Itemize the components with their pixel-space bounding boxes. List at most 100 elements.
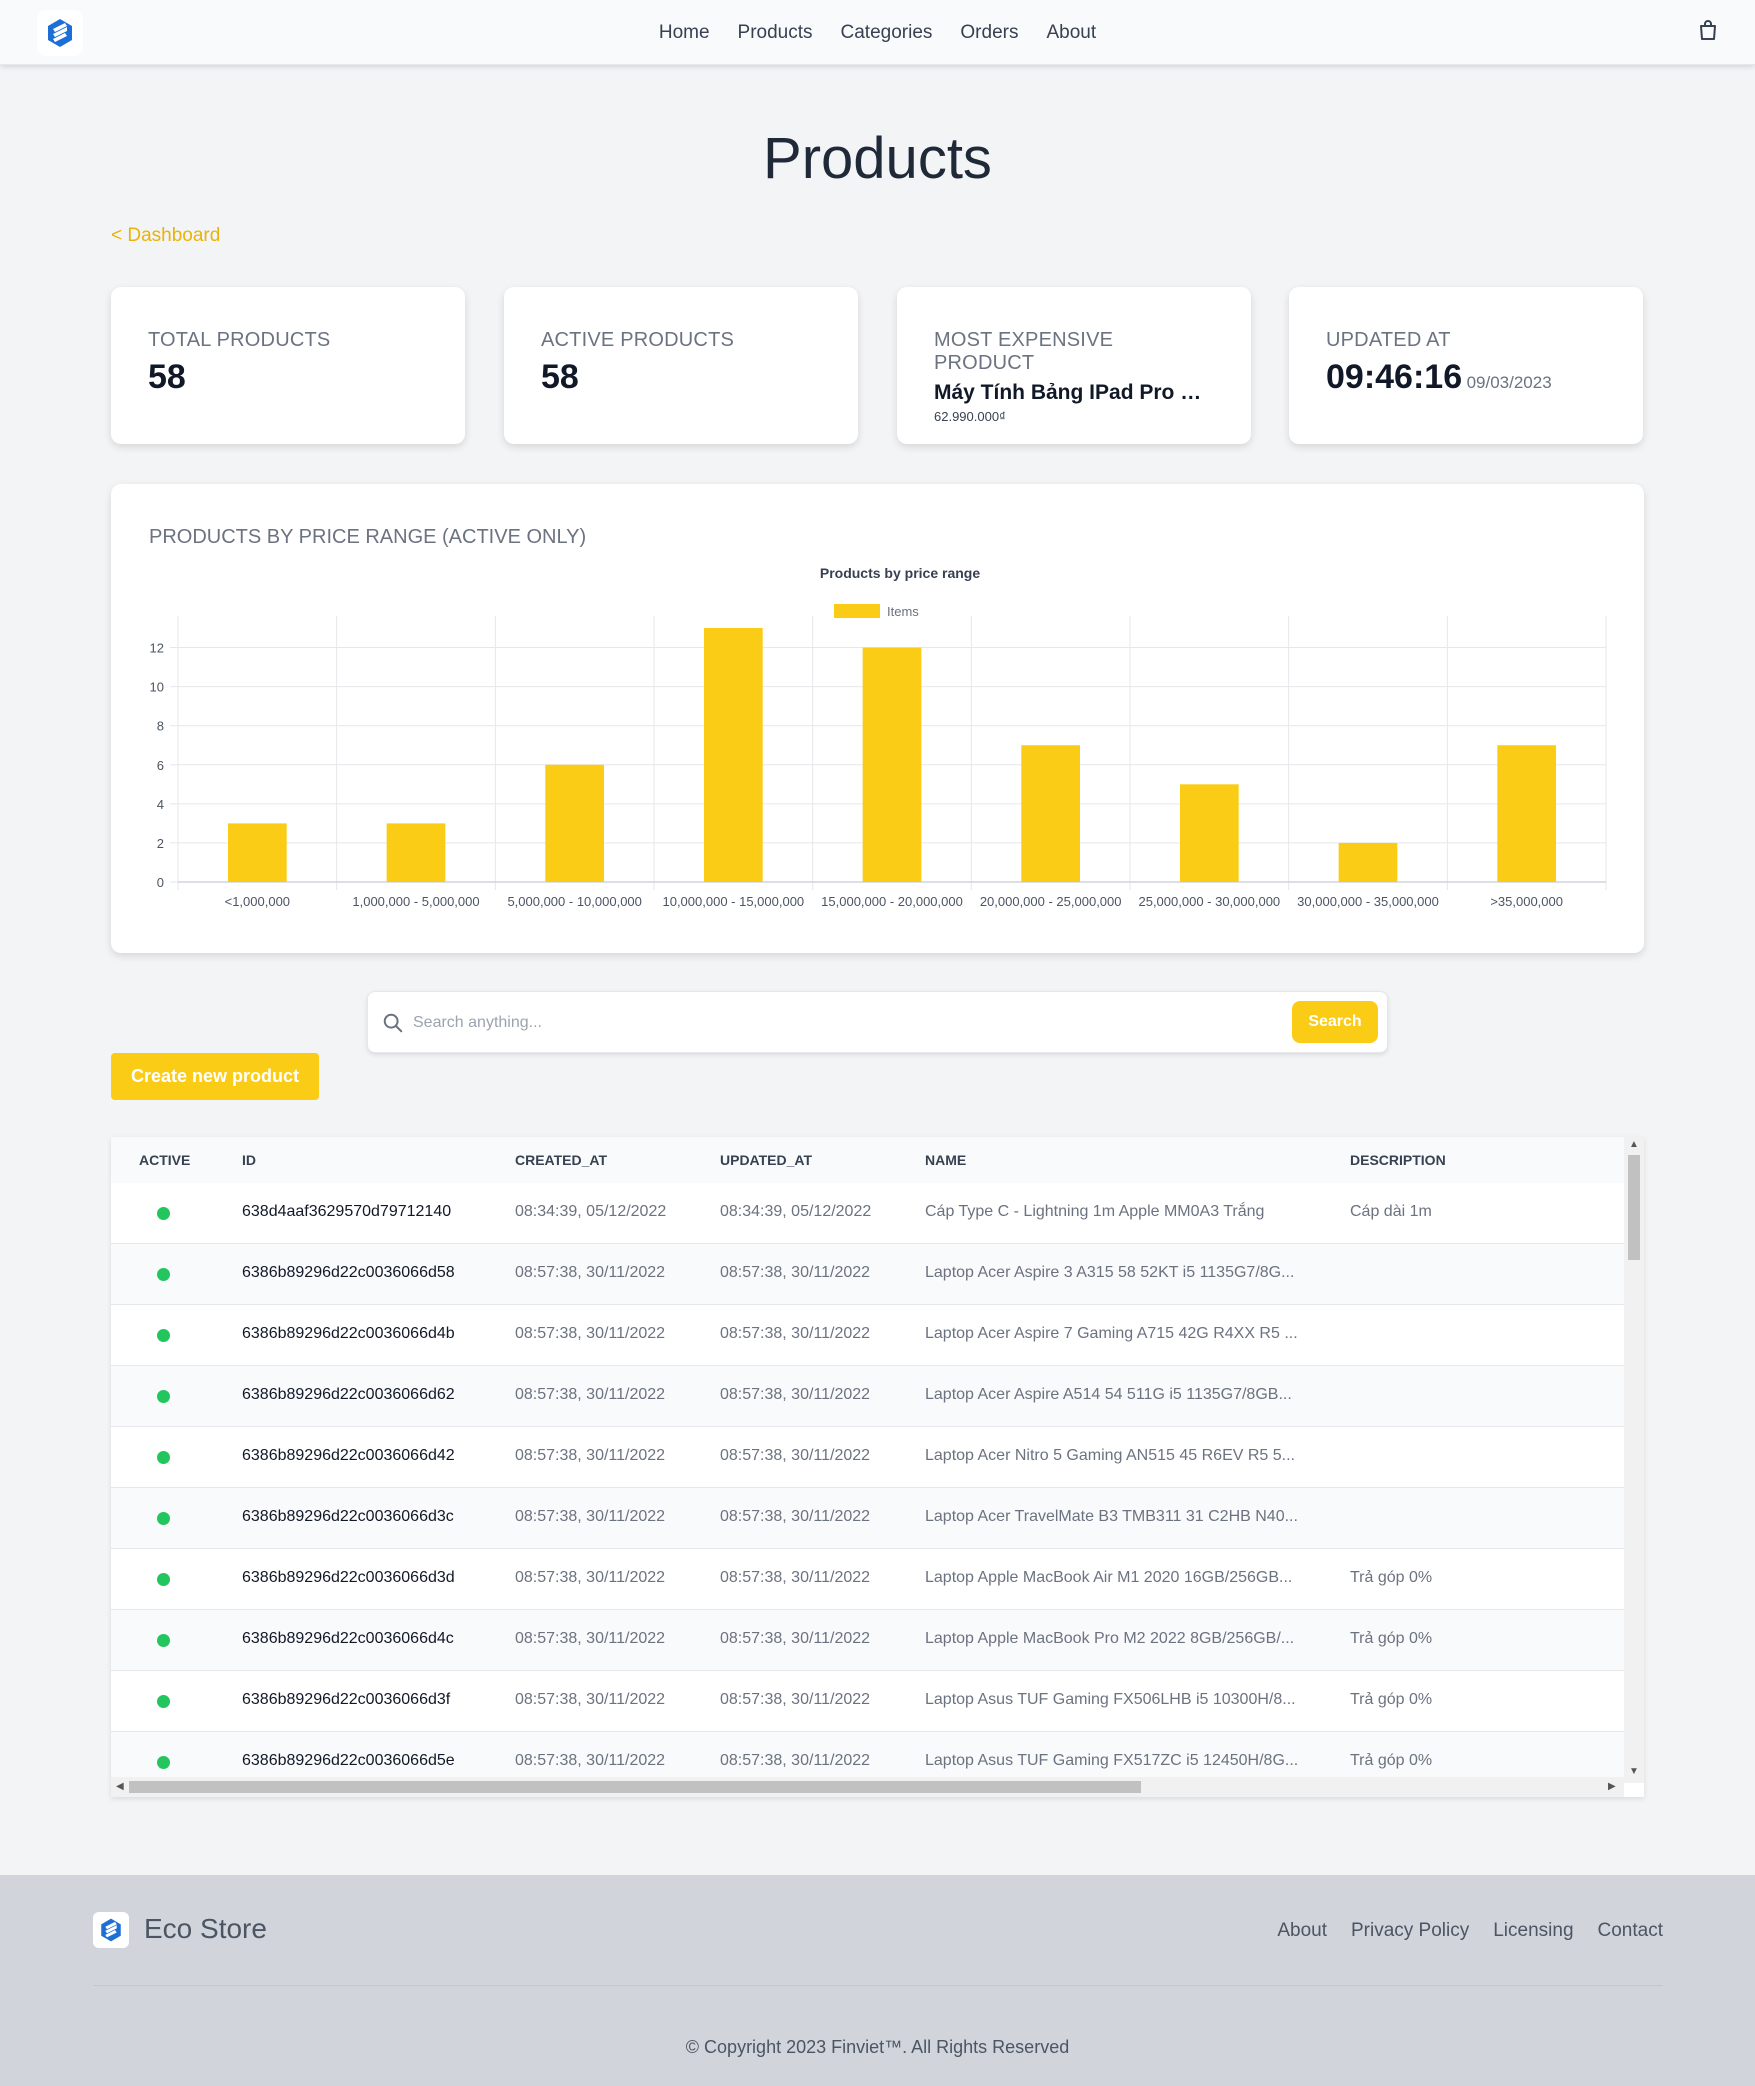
scroll-down-arrow-icon[interactable]: ▼ bbox=[1629, 1766, 1639, 1777]
cell-created-at: 08:57:38, 30/11/2022 bbox=[515, 1630, 666, 1647]
search-button[interactable]: Search bbox=[1292, 1001, 1378, 1043]
cell-name: Laptop Asus TUF Gaming FX506LHB i5 10300… bbox=[925, 1691, 1296, 1708]
scroll-right-arrow-icon[interactable]: ▶ bbox=[1608, 1781, 1616, 1792]
cell-name: Laptop Apple MacBook Pro M2 2022 8GB/256… bbox=[925, 1630, 1295, 1647]
active-dot-icon bbox=[157, 1695, 170, 1708]
active-dot-icon bbox=[157, 1268, 170, 1281]
bar bbox=[862, 647, 922, 882]
bar bbox=[1021, 745, 1081, 882]
cell-updated-at: 08:57:38, 30/11/2022 bbox=[720, 1752, 871, 1769]
search-icon bbox=[383, 1013, 403, 1033]
stat-label: TOTAL PRODUCTS bbox=[148, 329, 331, 351]
cell-description: Trả góp 0% bbox=[1350, 1569, 1433, 1586]
stat-value: 58 bbox=[148, 358, 186, 396]
stat-label: MOST EXPENSIVE PRODUCT bbox=[934, 329, 1114, 374]
legend-label: Items bbox=[887, 604, 919, 619]
cell-name: Laptop Acer Aspire A514 54 511G i5 1135G… bbox=[925, 1386, 1292, 1403]
stat-card-most-expensive: MOST EXPENSIVE PRODUCT Máy Tính Bảng IPa… bbox=[897, 287, 1251, 444]
col-header-created-at[interactable]: CREATED_AT bbox=[515, 1152, 608, 1168]
breadcrumb-dashboard-link[interactable]: < Dashboard bbox=[111, 225, 221, 246]
table-row[interactable]: 6386b89296d22c0036066d3d 08:57:38, 30/11/… bbox=[111, 1549, 1624, 1610]
cell-updated-at: 08:57:38, 30/11/2022 bbox=[720, 1325, 871, 1342]
horizontal-scroll-thumb[interactable] bbox=[129, 1781, 1141, 1793]
y-tick-label: 8 bbox=[157, 719, 164, 734]
nav-about[interactable]: About bbox=[1046, 21, 1097, 43]
search-bar: Search bbox=[367, 991, 1388, 1053]
cell-id: 6386b89296d22c0036066d62 bbox=[242, 1386, 455, 1403]
col-header-description[interactable]: DESCRIPTION bbox=[1350, 1152, 1446, 1168]
active-dot-icon bbox=[157, 1390, 170, 1403]
col-header-active[interactable]: ACTIVE bbox=[139, 1152, 191, 1168]
table-row[interactable]: 6386b89296d22c0036066d3f 08:57:38, 30/11/… bbox=[111, 1671, 1624, 1732]
bar bbox=[1338, 842, 1398, 882]
create-new-product-button[interactable]: Create new product bbox=[111, 1053, 319, 1100]
table-row[interactable]: 6386b89296d22c0036066d4b 08:57:38, 30/11/… bbox=[111, 1305, 1624, 1366]
cell-description: Trả góp 0% bbox=[1350, 1752, 1433, 1769]
cell-updated-at: 08:57:38, 30/11/2022 bbox=[720, 1630, 871, 1647]
footer-brand-name[interactable]: Eco Store bbox=[144, 1913, 267, 1944]
cell-id: 6386b89296d22c0036066d4c bbox=[242, 1630, 454, 1647]
vertical-scrollbar[interactable]: ▲ ▼ bbox=[1624, 1137, 1644, 1783]
footer-link-licensing[interactable]: Licensing bbox=[1493, 1920, 1574, 1941]
cell-name: Laptop Asus TUF Gaming FX517ZC i5 12450H… bbox=[925, 1752, 1299, 1769]
footer-link-privacy[interactable]: Privacy Policy bbox=[1350, 1920, 1470, 1941]
y-tick-label: 6 bbox=[157, 758, 164, 773]
table-row[interactable]: 6386b89296d22c0036066d62 08:57:38, 30/11/… bbox=[111, 1366, 1624, 1427]
table-row[interactable]: 6386b89296d22c0036066d42 08:57:38, 30/11/… bbox=[111, 1427, 1624, 1488]
stat-card-active-products: ACTIVE PRODUCTS 58 bbox=[504, 287, 858, 444]
products-table: ACTIVE ID CREATED_AT UPDATED_AT NAME DES… bbox=[111, 1137, 1644, 1797]
table-row[interactable]: 638d4aaf3629570d79712140 08:34:39, 05/12/… bbox=[111, 1183, 1624, 1244]
cell-created-at: 08:57:38, 30/11/2022 bbox=[515, 1386, 666, 1403]
main-nav: Home Products Categories Orders About bbox=[0, 0, 1755, 65]
cell-updated-at: 08:57:38, 30/11/2022 bbox=[720, 1386, 871, 1403]
cell-created-at: 08:57:38, 30/11/2022 bbox=[515, 1691, 666, 1708]
cell-created-at: 08:57:38, 30/11/2022 bbox=[515, 1447, 666, 1464]
x-tick-label: 30,000,000 - 35,000,000 bbox=[1297, 894, 1439, 909]
footer-divider bbox=[93, 1985, 1663, 1986]
nav-orders[interactable]: Orders bbox=[960, 21, 1019, 43]
brand-logo-icon[interactable] bbox=[37, 10, 83, 56]
footer-logo-icon[interactable] bbox=[93, 1912, 129, 1948]
vertical-scroll-thumb[interactable] bbox=[1628, 1155, 1640, 1260]
col-header-updated-at[interactable]: UPDATED_AT bbox=[720, 1152, 813, 1168]
nav-categories[interactable]: Categories bbox=[840, 21, 933, 43]
scroll-left-arrow-icon[interactable]: ◀ bbox=[116, 1781, 124, 1792]
x-tick-label: <1,000,000 bbox=[225, 894, 290, 909]
active-dot-icon bbox=[157, 1512, 170, 1525]
cell-id: 6386b89296d22c0036066d3f bbox=[242, 1691, 451, 1708]
x-tick-label: 25,000,000 - 30,000,000 bbox=[1138, 894, 1280, 909]
table-row[interactable]: 6386b89296d22c0036066d4c 08:57:38, 30/11/… bbox=[111, 1610, 1624, 1671]
nav-home[interactable]: Home bbox=[658, 21, 710, 43]
search-input[interactable] bbox=[413, 1004, 1233, 1042]
nav-products[interactable]: Products bbox=[737, 21, 813, 43]
scroll-up-arrow-icon[interactable]: ▲ bbox=[1629, 1139, 1639, 1150]
cell-id: 6386b89296d22c0036066d5e bbox=[242, 1752, 455, 1769]
cell-created-at: 08:57:38, 30/11/2022 bbox=[515, 1752, 666, 1769]
footer-link-contact[interactable]: Contact bbox=[1597, 1920, 1663, 1941]
active-dot-icon bbox=[157, 1756, 170, 1769]
col-header-name[interactable]: NAME bbox=[925, 1152, 967, 1168]
stat-value: 58 bbox=[541, 358, 579, 396]
footer-link-about[interactable]: About bbox=[1277, 1920, 1327, 1941]
shopping-bag-icon[interactable] bbox=[1696, 18, 1720, 42]
col-header-id[interactable]: ID bbox=[242, 1152, 256, 1168]
table-row[interactable]: 6386b89296d22c0036066d58 08:57:38, 30/11/… bbox=[111, 1244, 1624, 1305]
footer-links: About Privacy Policy Licensing Contact bbox=[1277, 1920, 1663, 1942]
cell-id: 6386b89296d22c0036066d3d bbox=[242, 1569, 455, 1586]
cell-id: 6386b89296d22c0036066d4b bbox=[242, 1325, 455, 1342]
stat-label: ACTIVE PRODUCTS bbox=[541, 329, 735, 351]
cell-name: Laptop Acer Aspire 7 Gaming A715 42G R4X… bbox=[925, 1325, 1298, 1342]
active-dot-icon bbox=[157, 1207, 170, 1220]
bar bbox=[703, 628, 763, 882]
cell-description: Trả góp 0% bbox=[1350, 1691, 1433, 1708]
horizontal-scrollbar[interactable]: ◀ ▶ bbox=[111, 1777, 1624, 1797]
cell-updated-at: 08:57:38, 30/11/2022 bbox=[720, 1264, 871, 1281]
cell-name: Laptop Apple MacBook Air M1 2020 16GB/25… bbox=[925, 1569, 1293, 1586]
y-tick-label: 10 bbox=[150, 680, 164, 695]
cell-description: Cáp dài 1m bbox=[1350, 1203, 1432, 1220]
y-tick-label: 2 bbox=[157, 836, 164, 851]
table-row[interactable]: 6386b89296d22c0036066d3c 08:57:38, 30/11/… bbox=[111, 1488, 1624, 1549]
x-tick-label: 5,000,000 - 10,000,000 bbox=[507, 894, 641, 909]
cell-name: Laptop Acer TravelMate B3 TMB311 31 C2HB… bbox=[925, 1508, 1298, 1525]
bar bbox=[1497, 745, 1557, 882]
